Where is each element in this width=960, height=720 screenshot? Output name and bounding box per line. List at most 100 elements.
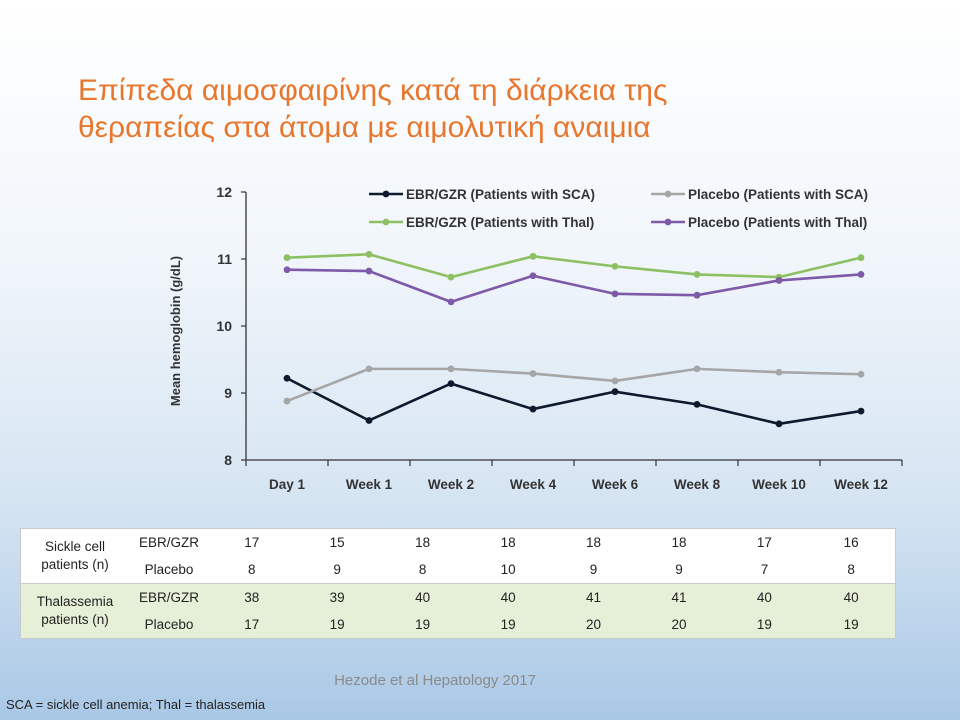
table-cell: 18 xyxy=(586,535,602,550)
table-row: Placebo 8 9 8 10 9 9 7 8 xyxy=(20,556,896,584)
x-tick-label: Week 1 xyxy=(346,477,393,492)
legend-item: Placebo (Patients with Thal) xyxy=(651,215,867,230)
data-point xyxy=(775,368,783,376)
table-treatment-label: EBR/GZR xyxy=(129,583,209,611)
table-cell: 7 xyxy=(760,562,769,577)
table-cell: 8 xyxy=(847,562,855,577)
table-cell: 41 xyxy=(636,583,722,611)
table-cell: 41 xyxy=(550,583,637,611)
series-2 xyxy=(283,250,865,281)
data-point xyxy=(693,271,701,278)
table-cell: 39 xyxy=(294,583,380,611)
table-cell: 40 xyxy=(465,583,551,611)
data-point xyxy=(529,252,537,260)
data-point xyxy=(857,407,865,415)
table-treatment-label: Placebo xyxy=(144,562,194,577)
data-point xyxy=(611,262,619,270)
legend-item: EBR/GZR (Patients with Thal) xyxy=(369,215,594,230)
x-tick-label: Week 2 xyxy=(428,477,474,492)
table-cell: 19 xyxy=(756,617,772,632)
y-tick-label: 10 xyxy=(216,318,232,334)
table-cell: 40 xyxy=(807,583,896,611)
legend-marker xyxy=(664,190,672,198)
data-point xyxy=(283,374,291,382)
data-point xyxy=(365,250,373,258)
table-cell: 17 xyxy=(756,535,772,550)
x-tick-label: Week 8 xyxy=(674,477,721,492)
data-point xyxy=(611,290,619,298)
data-point xyxy=(529,405,537,413)
title-line-2: θεραπείας στα άτομα με αιμολυτική αναιμι… xyxy=(78,111,651,144)
data-point xyxy=(283,254,291,262)
table-cell: 40 xyxy=(379,583,466,611)
data-point xyxy=(283,397,291,405)
series-line xyxy=(286,377,862,426)
data-point xyxy=(775,420,783,428)
data-point xyxy=(693,365,701,373)
citation: Hezode et al Hepatology 2017 xyxy=(334,672,536,689)
table-cell: 9 xyxy=(675,562,683,577)
data-point xyxy=(693,400,701,408)
data-point xyxy=(857,370,865,378)
table-cell: 19 xyxy=(500,617,516,632)
data-point xyxy=(611,388,619,396)
y-tick-label: 12 xyxy=(216,184,232,200)
legend-item: EBR/GZR (Patients with SCA) xyxy=(369,187,595,202)
series-line xyxy=(286,367,862,403)
table-cell: 18 xyxy=(500,535,516,550)
data-point xyxy=(447,365,455,373)
y-tick-label: 8 xyxy=(224,452,232,468)
legend-marker xyxy=(382,190,390,198)
series-3 xyxy=(283,266,865,306)
legend-label: EBR/GZR (Patients with Thal) xyxy=(406,215,594,230)
table-cell: 19 xyxy=(415,617,431,632)
series-1 xyxy=(283,365,865,405)
table-cell: 20 xyxy=(671,617,687,632)
series-line xyxy=(286,253,862,279)
table-cell: 9 xyxy=(589,562,598,577)
table-cell: 20 xyxy=(586,617,602,632)
x-tick-label: Week 4 xyxy=(510,477,557,492)
y-tick-label: 11 xyxy=(217,251,232,267)
table-cell: 15 xyxy=(329,535,345,550)
table-row: Placebo 17 19 19 19 20 20 19 19 xyxy=(20,611,896,639)
slide-title: Επίπεδα αιμοσφαιρίνης κατά τη διάρκεια τ… xyxy=(78,72,898,146)
legend-item: Placebo (Patients with SCA) xyxy=(651,187,868,202)
data-point xyxy=(611,377,619,385)
data-point xyxy=(447,380,455,388)
table-cell: 17 xyxy=(244,617,260,632)
data-point xyxy=(693,291,701,299)
legend-marker xyxy=(664,218,672,226)
legend-marker xyxy=(382,218,390,226)
table-cell: 8 xyxy=(247,562,256,577)
table-cell: 17 xyxy=(244,535,260,550)
table-cell: 8 xyxy=(418,562,427,577)
x-tick-label: Day 1 xyxy=(269,477,306,492)
data-point xyxy=(365,267,373,275)
table-group-label: Sickle cell patients (n) xyxy=(41,539,109,572)
table-cell: 19 xyxy=(329,617,345,632)
data-point xyxy=(775,277,783,284)
table-cell: 16 xyxy=(843,535,859,550)
data-point xyxy=(283,266,291,274)
legend-label: EBR/GZR (Patients with SCA) xyxy=(406,187,595,202)
table-treatment-label: EBR/GZR xyxy=(138,535,199,550)
table-group-label: Thalassemia patients (n) xyxy=(20,583,129,639)
legend-label: Placebo (Patients with Thal) xyxy=(688,215,867,230)
data-point xyxy=(447,273,455,281)
data-point xyxy=(365,417,373,424)
footnote: SCA = sickle cell anemia; Thal = thalass… xyxy=(6,697,266,712)
table-row: Thalassemia patients (n) EBR/GZR 38 39 40 40 4… xyxy=(20,583,896,639)
series-line xyxy=(286,268,862,304)
table-cell: 10 xyxy=(500,562,516,577)
data-point xyxy=(529,370,537,377)
table-cell: 38 xyxy=(209,583,295,611)
title-line-1: Επίπεδα αιμοσφαιρίνης κατά τη διάρκεια τ… xyxy=(78,74,668,107)
legend-label: Placebo (Patients with SCA) xyxy=(688,187,868,202)
x-tick-label: Week 12 xyxy=(834,477,888,492)
table-cell: 9 xyxy=(333,562,341,577)
table-row: Sickle cell patients (n) EBR/GZR 17 15 18 18 1… xyxy=(20,528,896,572)
x-tick-label: Week 10 xyxy=(752,477,806,492)
table-cell: 18 xyxy=(415,535,431,550)
table-treatment-label: Placebo xyxy=(144,617,194,632)
